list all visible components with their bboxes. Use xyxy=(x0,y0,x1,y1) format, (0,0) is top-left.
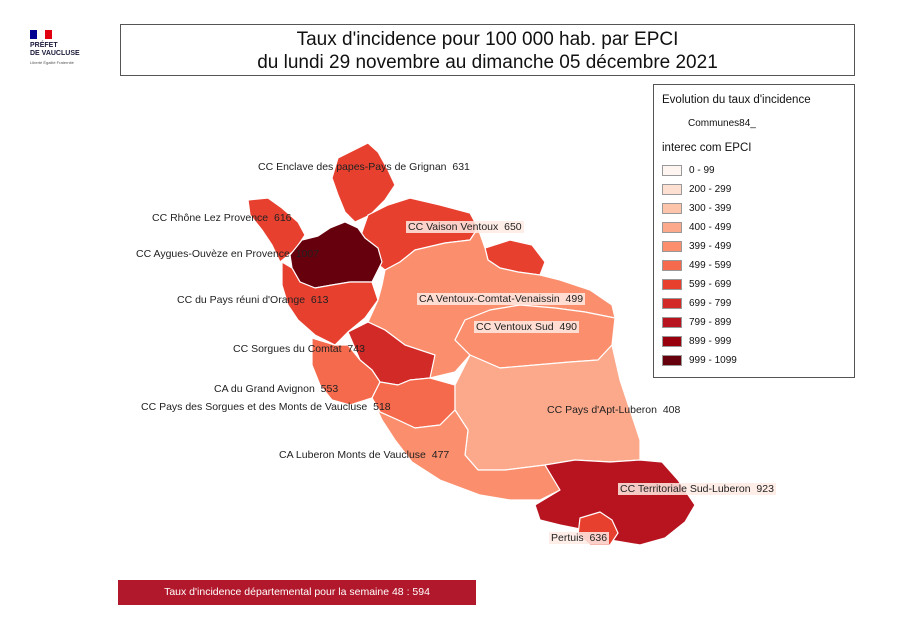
region-luberon-monts-de-vaucluse[interactable] xyxy=(371,397,561,501)
legend-swatch xyxy=(662,165,682,176)
legend-item: 999 - 1099 xyxy=(662,351,737,370)
logo-line1: PRÉFET xyxy=(30,42,58,49)
label-vaison-ventoux: CC Vaison Ventoux 650 xyxy=(406,221,524,233)
map-title: Taux d'incidence pour 100 000 hab. par E… xyxy=(120,24,855,76)
label-grand-avignon: CA du Grand Avignon 553 xyxy=(214,383,339,395)
legend-swatch xyxy=(662,298,682,309)
label-enclave-des-papes: CC Enclave des papes-Pays de Grignan 631 xyxy=(258,161,470,173)
label-luberon-monts-de-vaucluse: CA Luberon Monts de Vaucluse 477 xyxy=(279,449,450,461)
logo-motto: Liberté Égalité Fraternité xyxy=(30,60,74,65)
legend-item: 400 - 499 xyxy=(662,218,737,237)
legend-label: 899 - 999 xyxy=(689,336,732,347)
logo-line2: DE VAUCLUSE xyxy=(30,50,80,57)
legend-label: 699 - 799 xyxy=(689,298,732,309)
legend-item: 599 - 699 xyxy=(662,275,737,294)
region-enclave-des-papes[interactable] xyxy=(331,142,396,223)
legend-label: 999 - 1099 xyxy=(689,355,737,366)
label-pays-reuni-orange: CC du Pays réuni d'Orange 613 xyxy=(177,294,329,306)
department-rate-banner: Taux d'incidence départemental pour la s… xyxy=(118,580,476,605)
legend-label: 799 - 899 xyxy=(689,317,732,328)
legend-label: 300 - 399 xyxy=(689,203,732,214)
legend-swatch xyxy=(662,355,682,366)
label-territoriale-sud-luberon: CC Territoriale Sud-Luberon 923 xyxy=(618,483,776,495)
legend-item: 799 - 899 xyxy=(662,313,737,332)
legend-label: 499 - 599 xyxy=(689,260,732,271)
label-ventoux-comtat-venaissin: CA Ventoux-Comtat-Venaissin 499 xyxy=(417,293,586,305)
label-sorgues-du-comtat: CC Sorgues du Comtat 743 xyxy=(233,343,365,355)
legend-items: 0 - 99 200 - 299 300 - 399 400 - 499 399 - 4… xyxy=(662,161,737,370)
label-pertuis: Pertuis 636 xyxy=(549,532,610,544)
legend-field: interec com EPCI xyxy=(662,142,752,154)
legend-item: 699 - 799 xyxy=(662,294,737,313)
legend-item: 0 - 99 xyxy=(662,161,737,180)
legend-label: 400 - 499 xyxy=(689,222,732,233)
legend-label: 200 - 299 xyxy=(689,184,732,195)
region-pays-reuni-orange[interactable] xyxy=(281,261,379,346)
legend-label: 399 - 499 xyxy=(689,241,732,252)
title-line1: Taux d'incidence pour 100 000 hab. par E… xyxy=(296,29,679,50)
legend-item: 200 - 299 xyxy=(662,180,737,199)
legend-title: Evolution du taux d'incidence xyxy=(662,94,811,106)
legend-item: 399 - 499 xyxy=(662,237,737,256)
legend-layer: Communes84_ xyxy=(688,118,756,129)
legend-swatch xyxy=(662,260,682,271)
legend-swatch xyxy=(662,336,682,347)
map-legend: Evolution du taux d'incidence Communes84… xyxy=(653,84,855,378)
legend-swatch xyxy=(662,222,682,233)
label-pays-des-sorgues: CC Pays des Sorgues et des Monts de Vauc… xyxy=(141,401,391,413)
legend-swatch xyxy=(662,203,682,214)
legend-swatch xyxy=(662,241,682,252)
title-line2: du lundi 29 novembre au dimanche 05 déce… xyxy=(257,52,718,73)
label-aygues-ouveze: CC Aygues-Ouvèze en Provence 1007 xyxy=(136,248,320,260)
legend-item: 899 - 999 xyxy=(662,332,737,351)
region-territoriale-sud-luberon[interactable] xyxy=(534,459,696,546)
french-flag-icon xyxy=(30,30,52,39)
legend-swatch xyxy=(662,279,682,290)
label-rhone-lez-provence: CC Rhône Lez Provence 616 xyxy=(152,212,292,224)
label-pays-apt-luberon: CC Pays d'Apt-Luberon 408 xyxy=(547,404,681,416)
label-ventoux-sud: CC Ventoux Sud 490 xyxy=(474,321,580,333)
prefecture-logo: PRÉFET DE VAUCLUSE Liberté Égalité Frate… xyxy=(30,30,100,65)
legend-label: 0 - 99 xyxy=(689,165,715,176)
legend-swatch xyxy=(662,317,682,328)
legend-item: 499 - 599 xyxy=(662,256,737,275)
legend-label: 599 - 699 xyxy=(689,279,732,290)
legend-item: 300 - 399 xyxy=(662,199,737,218)
legend-swatch xyxy=(662,184,682,195)
